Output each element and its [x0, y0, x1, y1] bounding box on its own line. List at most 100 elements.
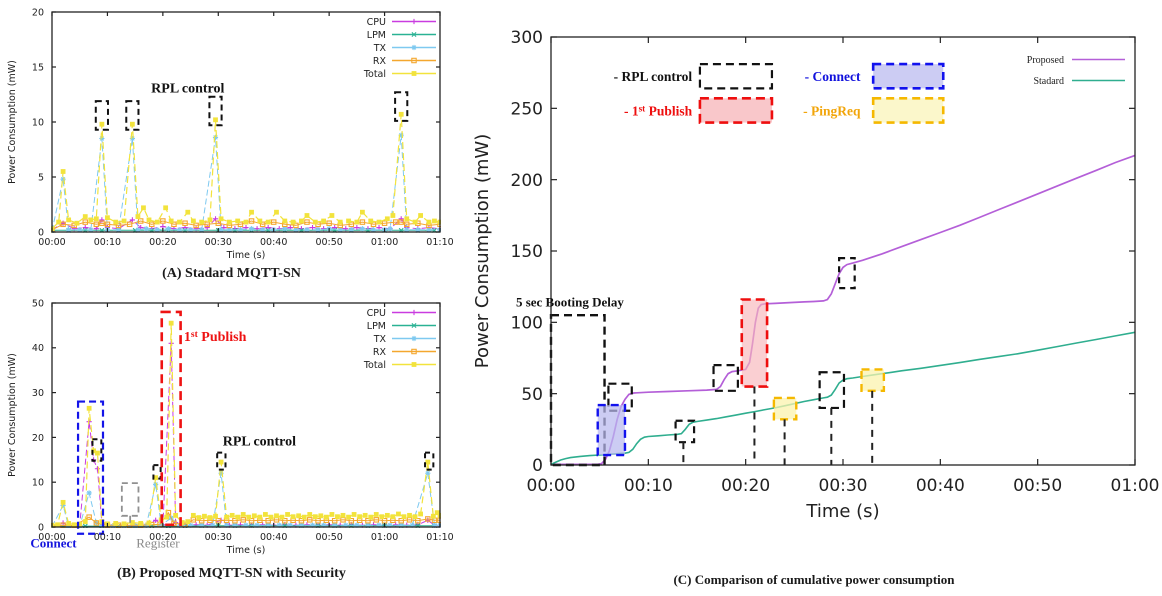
annotation-text: Connect: [30, 536, 77, 551]
x-axis-title: Time (s): [226, 250, 266, 261]
y-tick-label: 40: [32, 343, 44, 354]
x-axis-title: Time (s): [805, 501, 879, 522]
x-tick-label: 00:40: [260, 237, 287, 248]
annotation-box: [740, 298, 769, 388]
chart-b-legend: CPU LPM TX RX Total: [363, 308, 436, 371]
legend-label: RX: [373, 56, 387, 67]
y-tick-label: 300: [511, 28, 543, 48]
legend-label: RX: [373, 347, 387, 358]
annotation-box: [860, 368, 886, 393]
chart-b-axes: 00:00 00:10 00:20 00:30 00:40 00:50 01:00 01:10…: [7, 298, 454, 556]
annotation-text: 1st Publish: [184, 330, 247, 345]
legend-label: LPM: [367, 321, 386, 332]
x-tick-label: 00:30: [205, 532, 232, 543]
annotation-box: [871, 97, 945, 124]
chart-a-caption: (A) Stadard MQTT-SN: [162, 266, 301, 281]
annotation-text: - Connect: [805, 69, 861, 84]
x-tick-label: 00:10: [624, 476, 673, 496]
x-tick-label: 00:20: [149, 237, 176, 248]
y-tick-label: 250: [511, 99, 543, 119]
chart-a-standard-mqtt-sn-plot: 00:00 00:10 00:20 00:30 00:40 00:50 01:00 01:10…: [4, 2, 459, 266]
y-tick-label: 200: [511, 171, 543, 191]
chart-a-legend: CPU LPM TX RX Total: [363, 17, 436, 80]
x-tick-label: 01:00: [1111, 476, 1160, 496]
annotation-box: [160, 310, 182, 527]
chart-b-proposed-mqtt-sn-plot: 00:00 00:10 00:20 00:30 00:40 00:50 01:00 01:10…: [4, 288, 459, 568]
series-total-markers: [51, 320, 441, 528]
chart-b-canvas: 00:00 00:10 00:20 00:30 00:40 00:50 01:00 01:10…: [7, 298, 454, 556]
chart-b-text-annotations: 1st Publish RPL control Connect Register: [30, 330, 296, 551]
x-tick-label: 00:10: [94, 237, 121, 248]
annotation-box: [549, 314, 606, 467]
annotation-box: [698, 63, 774, 90]
chart-a-canvas: 00:00 00:10 00:20 00:30 00:40 00:50 01:00 01:10…: [7, 7, 454, 261]
chart-b-caption: (B) Proposed MQTT-SN with Security: [117, 566, 346, 581]
chart-c-axes: 00:00 00:10 00:20 00:30 00:40 00:50 01:00 0 50 10…: [472, 28, 1160, 522]
legend-label: TX: [373, 43, 387, 54]
annotation-box: [871, 62, 945, 90]
annotation-box: [772, 396, 798, 421]
annotation-text: Register: [136, 536, 180, 551]
legend-label: Stadard: [1033, 76, 1064, 87]
chart-a-axes: 00:00 00:10 00:20 00:30 00:40 00:50 01:00 01:10…: [7, 7, 454, 261]
x-tick-label: 00:30: [205, 237, 232, 248]
y-tick-label: 20: [32, 7, 44, 18]
y-axis-title: Power Consumption (mW): [7, 60, 18, 184]
chart-b-annotations: [76, 310, 435, 535]
chart-c-legend: Proposed Stadard: [1027, 55, 1125, 87]
x-tick-label: 01:10: [426, 237, 453, 248]
annotation-text: - RPL control: [614, 69, 693, 84]
legend-label: Total: [363, 360, 386, 371]
annotation-box: [91, 438, 103, 462]
annotation-text: RPL control: [223, 434, 296, 449]
annotation-text: 5 sec Booting Delay: [516, 295, 624, 310]
x-tick-label: 00:00: [527, 476, 576, 496]
annotation-text: - 1st Publish: [624, 103, 693, 118]
y-tick-label: 30: [32, 388, 44, 399]
legend-label: CPU: [367, 17, 386, 28]
y-tick-label: 20: [32, 433, 44, 444]
x-tick-label: 00:40: [916, 476, 965, 496]
y-tick-label: 10: [32, 117, 44, 128]
y-axis-title: Power Consumption (mW): [7, 353, 18, 477]
y-tick-label: 0: [38, 522, 44, 533]
x-tick-label: 00:20: [721, 476, 770, 496]
x-tick-label: 00:40: [260, 532, 287, 543]
annotation-box: [216, 451, 227, 471]
y-axis-title: Power Consumption (mW): [472, 134, 493, 368]
chart-c-annotations: [549, 62, 945, 467]
x-tick-label: 00:30: [819, 476, 868, 496]
annotation-box: [674, 419, 696, 444]
series-tx-line: [51, 135, 440, 232]
annotation-text: - PingReq: [803, 103, 861, 118]
annotation-box: [818, 371, 846, 410]
legend-label: CPU: [367, 308, 386, 319]
x-tick-label: 00:10: [94, 532, 121, 543]
legend-label: LPM: [367, 30, 386, 41]
y-tick-label: 10: [32, 478, 44, 489]
x-tick-label: 00:50: [315, 532, 342, 543]
y-tick-label: 50: [32, 298, 44, 309]
series-proposed-line: [551, 154, 1136, 466]
chart-c-text-annotations: 5 sec Booting Delay - RPL control - Connec…: [516, 69, 861, 309]
legend-label: Total: [363, 69, 386, 80]
annotation-box: [76, 400, 105, 535]
annotation-box: [698, 97, 774, 124]
x-tick-label: 00:20: [149, 532, 176, 543]
chart-c-cumulative-comparison-plot: 00:00 00:10 00:20 00:30 00:40 00:50 01:00 0 50 10…: [468, 6, 1160, 557]
chart-c-caption: (C) Comparison of cumulative power consu…: [673, 572, 955, 587]
x-axis-title: Time (s): [226, 545, 266, 556]
chart-a-annotations: [94, 91, 409, 131]
y-tick-label: 15: [32, 62, 44, 73]
annotation-box: [424, 451, 435, 471]
series-total-line: [51, 114, 441, 230]
annotation-box: [596, 403, 627, 457]
y-tick-label: 100: [511, 313, 543, 333]
y-tick-label: 5: [38, 172, 44, 183]
chart-c-series: [550, 154, 1136, 466]
x-tick-label: 00:00: [38, 237, 65, 248]
legend-label: TX: [373, 334, 387, 345]
y-tick-label: 0: [38, 227, 44, 238]
annotation-text: RPL control: [151, 81, 224, 96]
